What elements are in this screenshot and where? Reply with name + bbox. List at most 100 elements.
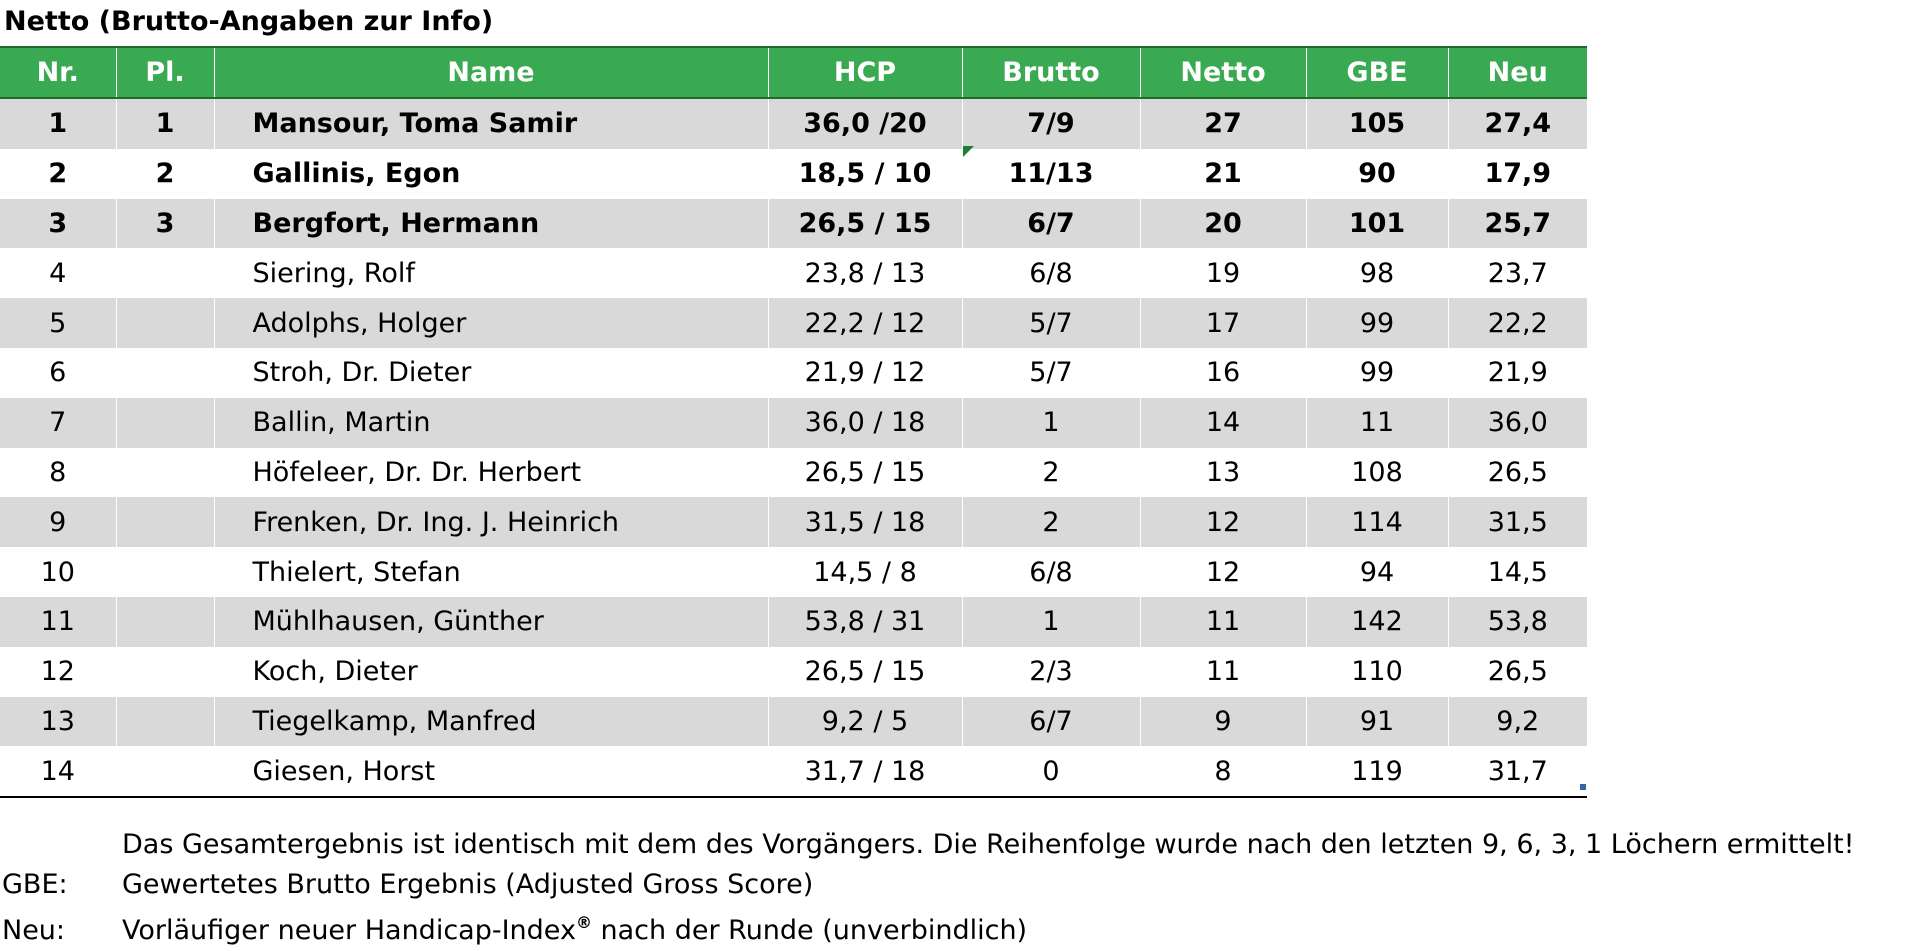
cell-name: Höfeleer, Dr. Dr. Herbert [213,447,768,498]
cell-brutto: 5/7 [961,347,1140,398]
cell-name: Stroh, Dr. Dieter [213,347,768,398]
table-row: 3 3 Bergfort, Hermann 26,5 / 15 6/7 20 101 25,7 [0,198,1587,249]
cell-neu: 22,2 [1447,298,1587,348]
cell-name: Mansour, Toma Samir [213,98,768,149]
cell-nr: 5 [0,298,116,348]
cell-neu: 9,2 [1447,696,1587,747]
page-title: Netto (Brutto-Angaben zur Info) [4,6,494,37]
cell-neu: 26,5 [1447,646,1587,697]
cell-pl: 2 [115,148,214,199]
cell-pl [115,447,214,498]
cell-brutto: 6/8 [961,248,1140,299]
cell-gbe: 108 [1305,447,1448,498]
cell-gbe: 110 [1305,646,1448,697]
table-row: 4 Siering, Rolf 23,8 / 13 6/8 19 98 23,7 [0,248,1587,299]
table-row: 12 Koch, Dieter 26,5 / 15 2/3 11 110 26,5 [0,646,1587,697]
cell-nr: 13 [0,696,116,747]
cell-nr: 12 [40,656,75,688]
note-gbe-key: GBE: [2,869,68,900]
cell-name: Frenken, Dr. Ing. J. Heinrich [213,497,768,548]
note-neu-text-end: nach der Runde (unverbindlich) [591,915,1028,946]
cell-pl [115,746,214,799]
cell-nr: 11 [0,596,116,647]
cell-gbe: 142 [1305,596,1448,647]
header-gbe: GBE [1305,46,1448,99]
cell-pl: 1 [115,98,214,149]
cell-brutto: 6/8 [961,547,1140,597]
header-netto: Netto [1139,46,1306,99]
cell-netto: 12 [1139,497,1306,548]
cell-neu: 31,5 [1447,497,1587,548]
cell-hcp: 21,9 / 12 [767,347,962,398]
cell-neu: 21,9 [1447,347,1587,398]
cell-name: Tiegelkamp, Manfred [213,696,768,747]
cell-netto: 27 [1139,98,1306,149]
cell-hcp: 36,0 /20 [767,98,962,149]
cell-name: Giesen, Horst [213,746,768,799]
cell-brutto: 2 [961,497,1140,548]
fill-handle-icon [1580,784,1586,790]
header-name: Name [213,46,768,99]
cell-hcp: 31,7 / 18 [767,746,962,799]
table-row: 14 Giesen, Horst 31,7 / 18 0 8 119 31,7 [0,746,1587,799]
cell-pl [115,347,214,398]
note-result-text: Das Gesamtergebnis ist identisch mit dem… [122,829,1855,860]
cell-pl [115,397,214,448]
cell-brutto: 1 [961,596,1140,647]
cell-nr: 14 [0,746,116,799]
table-header-row: Nr. Pl. Name HCP Brutto Netto GBE Neu [0,46,1587,99]
cell-name: Mühlhausen, Günther [213,596,768,647]
cell-hcp: 36,0 / 18 [767,397,962,448]
cell-hcp: 31,5 / 18 [767,497,962,548]
table-row: 8 Höfeleer, Dr. Dr. Herbert 26,5 / 15 2 13 10… [0,447,1587,498]
cell-gbe: 91 [1305,696,1448,747]
cell-netto: 8 [1139,746,1306,799]
cell-netto: 13 [1139,447,1306,498]
table-row: 11 Mühlhausen, Günther 53,8 / 31 1 11 142 53,8 [0,596,1587,647]
header-nr: Nr. [0,46,116,99]
cell-brutto: 2 [961,447,1140,498]
cell-netto: 12 [1139,547,1306,597]
cell-neu: 17,9 [1447,148,1587,199]
cell-gbe: 105 [1305,98,1448,149]
cell-hcp: 26,5 / 15 [767,198,962,249]
cell-hcp: 22,2 / 12 [767,298,962,348]
cell-gbe: 99 [1305,347,1448,398]
table-row: 6 Stroh, Dr. Dieter 21,9 / 12 5/7 16 99 21,9 [0,347,1587,398]
cell-neu: 31,7 [1447,746,1587,799]
comment-indicator-icon [963,146,974,157]
cell-pl [115,696,214,747]
cell-gbe: 119 [1305,746,1448,799]
cell-name: Thielert, Stefan [213,547,768,597]
cell-gbe: 98 [1305,248,1448,299]
cell-netto: 20 [1139,198,1306,249]
cell-brutto: 6/7 [961,198,1140,249]
cell-brutto: 0 [961,746,1140,799]
cell-brutto: 5/7 [961,298,1140,348]
header-hcp: HCP [767,46,962,99]
cell-neu: 53,8 [1447,596,1587,647]
cell-hcp: 23,8 / 13 [767,248,962,299]
table-row: 13 Tiegelkamp, Manfred 9,2 / 5 6/7 9 91 9,2 [0,696,1587,747]
cell-name: Gallinis, Egon [213,148,768,199]
cell-name: Koch, Dieter [213,646,768,697]
cell-gbe: 90 [1305,148,1448,199]
cell-neu: 25,7 [1447,198,1587,249]
cell-pl [115,547,214,597]
header-brutto: Brutto [961,46,1140,99]
cell-brutto: 11/13 [961,148,1140,199]
cell-brutto: 6/7 [961,696,1140,747]
cell-hcp: 26,5 / 15 [767,447,962,498]
cell-neu: 14,5 [1447,547,1587,597]
table-row: 7 Ballin, Martin 36,0 / 18 1 14 11 36,0 [0,397,1587,448]
cell-neu: 26,5 [1447,447,1587,498]
header-pl: Pl. [115,46,214,99]
cell-nr: 6 [49,357,67,389]
cell-name: Siering, Rolf [213,248,768,299]
cell-name: Adolphs, Holger [213,298,768,348]
table-row: 9 Frenken, Dr. Ing. J. Heinrich 31,5 / 18 2… [0,497,1587,548]
table-row: 5 Adolphs, Holger 22,2 / 12 5/7 17 99 22,2 [0,298,1587,348]
cell-netto: 14 [1139,397,1306,448]
cell-gbe: 101 [1305,198,1448,249]
cell-nr: 1 [0,98,116,149]
